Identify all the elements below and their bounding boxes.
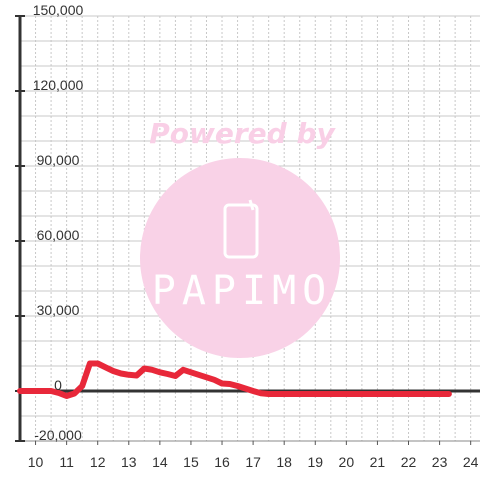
y-tick-label: 0: [54, 377, 62, 393]
y-tick-label: 90,000: [37, 152, 80, 168]
x-tick-label: 16: [214, 454, 230, 470]
series-layer: [17, 360, 452, 399]
tick-labels: 150,000 120,000 90,000 60,000 30,000 0 -20,000…: [28, 2, 479, 470]
x-tick-label: 13: [121, 454, 137, 470]
watermark: Powered by PAPIMO: [140, 117, 340, 358]
x-tick-label: 15: [183, 454, 199, 470]
phone-icon: [223, 199, 259, 259]
x-tick-label: 21: [370, 454, 386, 470]
x-tick-label: 10: [28, 454, 44, 470]
series-line: [17, 360, 452, 399]
y-tick-label: 60,000: [37, 227, 80, 243]
x-tick-label: 19: [307, 454, 323, 470]
x-tick-label: 17: [245, 454, 261, 470]
x-tick-label: 18: [276, 454, 292, 470]
x-tick-label: 22: [401, 454, 417, 470]
x-tick-label: 11: [59, 454, 74, 470]
y-tick-label: 150,000: [33, 2, 84, 18]
watermark-logo-text: PAPIMO: [152, 268, 333, 314]
y-tick-label: -20,000: [34, 427, 82, 443]
watermark-text: Powered by: [149, 117, 336, 150]
x-tick-label: 12: [90, 454, 106, 470]
y-tick-label: 120,000: [33, 77, 84, 93]
x-tick-label: 24: [463, 454, 479, 470]
x-tick-label: 23: [432, 454, 448, 470]
x-tick-label: 20: [339, 454, 355, 470]
y-tick-label: 30,000: [37, 302, 80, 318]
x-tick-label: 14: [152, 454, 168, 470]
